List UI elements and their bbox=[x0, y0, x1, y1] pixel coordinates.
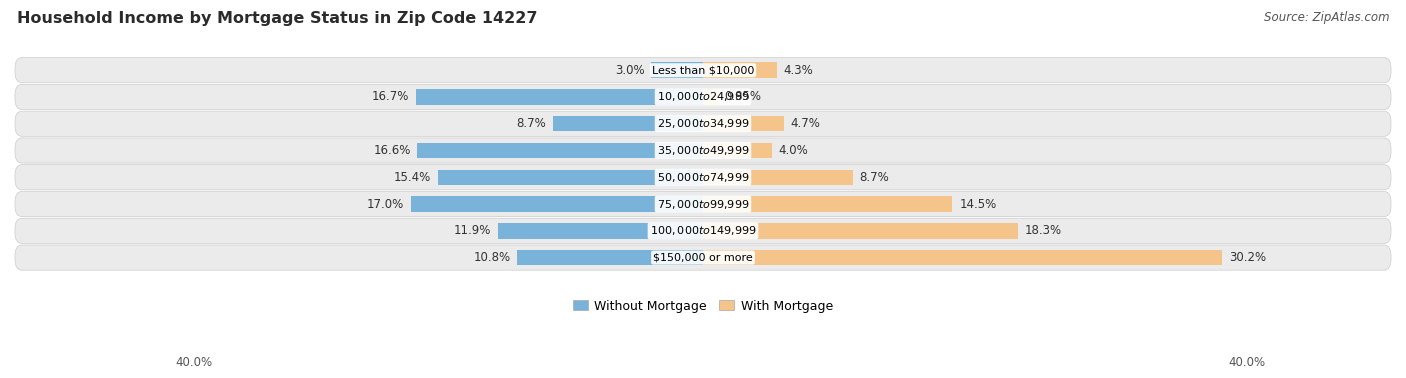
Text: 4.7%: 4.7% bbox=[790, 117, 821, 130]
FancyBboxPatch shape bbox=[15, 165, 1391, 190]
Text: 30.2%: 30.2% bbox=[1229, 251, 1267, 264]
Bar bbox=[703, 143, 772, 158]
FancyBboxPatch shape bbox=[15, 111, 1391, 136]
Bar bbox=[416, 89, 703, 105]
Text: 18.3%: 18.3% bbox=[1025, 224, 1062, 237]
Text: $100,000 to $149,999: $100,000 to $149,999 bbox=[650, 224, 756, 237]
Text: 15.4%: 15.4% bbox=[394, 171, 432, 184]
Text: $75,000 to $99,999: $75,000 to $99,999 bbox=[657, 198, 749, 211]
Text: Household Income by Mortgage Status in Zip Code 14227: Household Income by Mortgage Status in Z… bbox=[17, 11, 537, 26]
FancyBboxPatch shape bbox=[15, 84, 1391, 110]
Bar bbox=[651, 62, 703, 78]
Text: 4.0%: 4.0% bbox=[779, 144, 808, 157]
Text: $35,000 to $49,999: $35,000 to $49,999 bbox=[657, 144, 749, 157]
Text: $25,000 to $34,999: $25,000 to $34,999 bbox=[657, 117, 749, 130]
Text: 17.0%: 17.0% bbox=[367, 198, 404, 211]
Bar bbox=[703, 169, 852, 185]
Text: 14.5%: 14.5% bbox=[959, 198, 997, 211]
Text: 16.7%: 16.7% bbox=[371, 90, 409, 104]
Text: 16.6%: 16.6% bbox=[373, 144, 411, 157]
Text: 3.0%: 3.0% bbox=[614, 64, 644, 77]
Bar bbox=[517, 250, 703, 265]
Bar bbox=[554, 116, 703, 132]
Text: 4.3%: 4.3% bbox=[783, 64, 814, 77]
Bar bbox=[703, 223, 1018, 239]
Text: $150,000 or more: $150,000 or more bbox=[654, 253, 752, 263]
Legend: Without Mortgage, With Mortgage: Without Mortgage, With Mortgage bbox=[568, 294, 838, 318]
Text: Source: ZipAtlas.com: Source: ZipAtlas.com bbox=[1264, 11, 1389, 24]
Bar bbox=[703, 196, 952, 212]
FancyBboxPatch shape bbox=[15, 245, 1391, 270]
Bar bbox=[703, 250, 1222, 265]
Text: 8.7%: 8.7% bbox=[859, 171, 889, 184]
FancyBboxPatch shape bbox=[15, 57, 1391, 83]
FancyBboxPatch shape bbox=[15, 138, 1391, 163]
Text: 40.0%: 40.0% bbox=[1229, 356, 1265, 369]
Text: 10.8%: 10.8% bbox=[474, 251, 510, 264]
Text: 40.0%: 40.0% bbox=[176, 356, 212, 369]
Bar bbox=[418, 143, 703, 158]
FancyBboxPatch shape bbox=[15, 192, 1391, 217]
Text: 0.85%: 0.85% bbox=[724, 90, 762, 104]
Text: $10,000 to $24,999: $10,000 to $24,999 bbox=[657, 90, 749, 104]
Bar bbox=[703, 89, 717, 105]
Bar bbox=[439, 169, 703, 185]
Text: $50,000 to $74,999: $50,000 to $74,999 bbox=[657, 171, 749, 184]
Text: Less than $10,000: Less than $10,000 bbox=[652, 65, 754, 75]
Bar bbox=[703, 62, 778, 78]
Text: 8.7%: 8.7% bbox=[517, 117, 547, 130]
Text: 11.9%: 11.9% bbox=[454, 224, 492, 237]
Bar bbox=[411, 196, 703, 212]
Bar bbox=[703, 116, 783, 132]
FancyBboxPatch shape bbox=[15, 218, 1391, 243]
Bar bbox=[498, 223, 703, 239]
